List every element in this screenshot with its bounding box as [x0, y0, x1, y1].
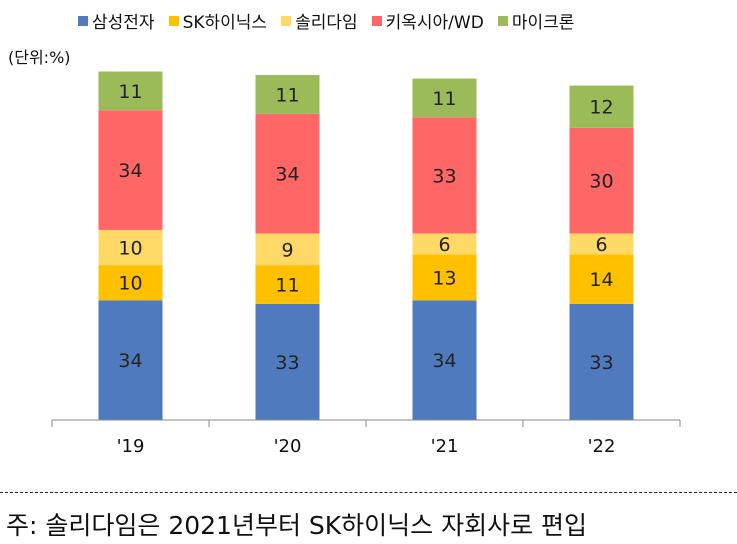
data-label-1-1: 11	[275, 274, 299, 296]
bar-segment-2-2	[412, 233, 477, 255]
legend-label-micron: 마이크론	[511, 13, 575, 33]
data-label-1-3: 34	[275, 164, 299, 186]
bar-segment-0-4	[98, 71, 163, 111]
legend-swatch-solidigm	[281, 15, 292, 26]
data-label-1-2: 9	[281, 239, 293, 261]
bar-segment-3-3	[569, 127, 634, 234]
divider-line	[0, 492, 737, 493]
data-label-1-4: 11	[275, 84, 299, 106]
data-label-3-4: 12	[589, 97, 613, 119]
bar-segment-2-3	[412, 117, 477, 234]
legend-label-skhynix: SK하이닉스	[182, 13, 268, 33]
bar-segment-2-4	[412, 78, 477, 118]
data-label-0-3: 34	[118, 160, 142, 182]
x-tick-label-3: '22	[588, 436, 616, 457]
bar-segment-2-0	[412, 300, 477, 420]
data-label-2-3: 33	[432, 165, 456, 187]
footnote: 주: 솔리다임은 2021년부터 SK하이닉스 자회사로 편입	[6, 511, 588, 540]
legend-swatch-samsung	[78, 15, 88, 26]
bar-segment-1-0	[255, 303, 320, 420]
bar-segment-3-2	[569, 233, 634, 255]
bar-segment-2-1	[412, 254, 477, 301]
bar-segment-3-0	[569, 303, 634, 420]
legend-swatch-skhynix	[168, 15, 179, 26]
data-label-0-4: 11	[118, 81, 142, 103]
bar-segment-0-3	[98, 110, 163, 230]
data-label-0-2: 10	[118, 238, 142, 260]
stacked-bar-chart: 34 10 10 34 11 '19 33 11 9 34 11 '20 34 13 6 33 11 '21 33 1…	[51, 71, 681, 457]
x-tick-label-1: '20	[274, 436, 302, 457]
bar-segment-0-1	[98, 265, 163, 301]
data-label-0-1: 10	[118, 273, 142, 295]
x-tick-label-0: '19	[117, 436, 145, 457]
data-label-2-2: 6	[438, 234, 450, 256]
chart-legend: 삼성전자 SK하이닉스 솔리다임 키옥시아/WD 마이크론	[78, 8, 588, 33]
data-label-2-4: 11	[432, 88, 456, 110]
bar-segment-1-1	[255, 265, 320, 304]
bar-segment-0-2	[98, 229, 163, 266]
bar-segment-3-4	[569, 85, 634, 128]
data-label-1-0: 33	[275, 352, 299, 374]
legend-item-micron: 마이크론	[497, 8, 575, 33]
legend-label-samsung: 삼성전자	[92, 13, 155, 33]
data-label-2-0: 34	[432, 350, 456, 372]
data-label-3-2: 6	[595, 234, 607, 256]
data-label-3-3: 30	[589, 171, 613, 193]
legend-item-kioxia-wd: 키옥시아/WD	[371, 8, 484, 33]
legend-label-solidigm: 솔리다임	[295, 13, 358, 33]
legend-item-samsung: 삼성전자	[78, 8, 155, 33]
legend-label-kioxia-wd: 키옥시아/WD	[385, 13, 484, 33]
legend-item-solidigm: 솔리다임	[281, 8, 358, 33]
bar-segment-3-1	[569, 254, 634, 304]
bar-segment-1-2	[255, 233, 320, 266]
data-label-3-0: 33	[589, 352, 613, 374]
bar-segment-1-3	[255, 113, 320, 234]
legend-swatch-micron	[497, 15, 508, 26]
data-label-0-0: 34	[118, 350, 142, 372]
legend-swatch-kioxia-wd	[371, 15, 382, 26]
bar-segment-0-0	[98, 300, 163, 420]
data-label-2-1: 13	[432, 267, 456, 289]
unit-label: (단위:%)	[8, 48, 71, 67]
data-label-3-1: 14	[589, 269, 613, 291]
x-tick-label-2: '21	[431, 436, 459, 457]
legend-item-skhynix: SK하이닉스	[168, 8, 268, 33]
bar-segment-1-4	[255, 75, 320, 114]
